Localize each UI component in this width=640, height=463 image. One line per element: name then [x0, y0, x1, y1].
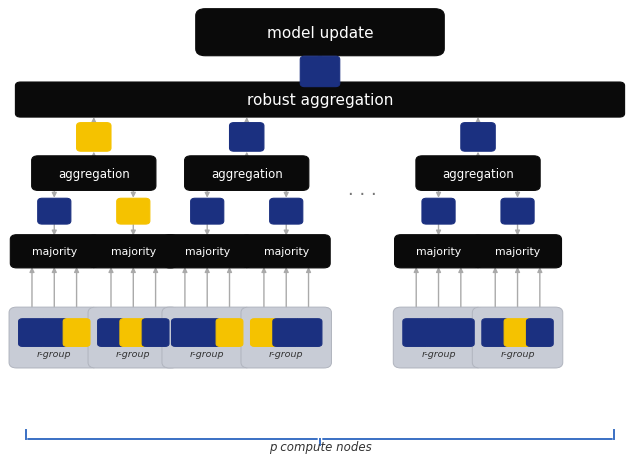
FancyBboxPatch shape	[90, 235, 177, 269]
Text: p compute nodes: p compute nodes	[269, 440, 371, 453]
Text: model update: model update	[267, 25, 373, 41]
FancyBboxPatch shape	[184, 156, 309, 191]
FancyBboxPatch shape	[394, 307, 484, 368]
FancyBboxPatch shape	[504, 319, 531, 347]
Text: majority: majority	[264, 247, 308, 257]
Text: r-group: r-group	[190, 349, 225, 358]
FancyBboxPatch shape	[191, 199, 224, 225]
FancyBboxPatch shape	[416, 156, 540, 191]
FancyBboxPatch shape	[88, 307, 179, 368]
Text: aggregation: aggregation	[211, 167, 283, 180]
FancyBboxPatch shape	[269, 199, 303, 225]
FancyBboxPatch shape	[422, 199, 455, 225]
FancyBboxPatch shape	[295, 319, 322, 347]
Text: r-group: r-group	[421, 349, 456, 358]
FancyBboxPatch shape	[461, 123, 495, 152]
FancyBboxPatch shape	[474, 235, 561, 269]
Text: r-group: r-group	[116, 349, 150, 358]
FancyBboxPatch shape	[63, 319, 90, 347]
FancyBboxPatch shape	[163, 235, 251, 269]
Text: majority: majority	[185, 247, 230, 257]
Text: r-group: r-group	[37, 349, 72, 358]
FancyBboxPatch shape	[230, 123, 264, 152]
FancyBboxPatch shape	[77, 123, 111, 152]
Text: majority: majority	[416, 247, 461, 257]
FancyBboxPatch shape	[172, 319, 198, 347]
FancyBboxPatch shape	[15, 83, 625, 118]
FancyBboxPatch shape	[250, 319, 277, 347]
FancyBboxPatch shape	[482, 319, 509, 347]
Text: aggregation: aggregation	[58, 167, 130, 180]
FancyBboxPatch shape	[273, 319, 300, 347]
FancyBboxPatch shape	[216, 319, 243, 347]
FancyBboxPatch shape	[425, 319, 452, 347]
FancyBboxPatch shape	[447, 319, 474, 347]
FancyBboxPatch shape	[10, 235, 99, 269]
FancyBboxPatch shape	[196, 10, 444, 56]
FancyBboxPatch shape	[527, 319, 553, 347]
FancyBboxPatch shape	[300, 57, 340, 88]
FancyBboxPatch shape	[394, 235, 483, 269]
FancyBboxPatch shape	[116, 199, 150, 225]
FancyBboxPatch shape	[41, 319, 68, 347]
FancyBboxPatch shape	[120, 319, 147, 347]
FancyBboxPatch shape	[162, 307, 252, 368]
Text: aggregation: aggregation	[442, 167, 514, 180]
FancyBboxPatch shape	[243, 235, 330, 269]
FancyBboxPatch shape	[241, 307, 332, 368]
Text: robust aggregation: robust aggregation	[247, 93, 393, 108]
FancyBboxPatch shape	[19, 319, 45, 347]
FancyBboxPatch shape	[31, 156, 156, 191]
Text: majority: majority	[32, 247, 77, 257]
Text: majority: majority	[495, 247, 540, 257]
FancyBboxPatch shape	[38, 199, 71, 225]
Text: · · ·: · · ·	[348, 186, 377, 204]
FancyBboxPatch shape	[194, 319, 221, 347]
FancyBboxPatch shape	[403, 319, 429, 347]
Text: r-group: r-group	[500, 349, 535, 358]
FancyBboxPatch shape	[501, 199, 534, 225]
FancyBboxPatch shape	[142, 319, 169, 347]
Text: majority: majority	[111, 247, 156, 257]
FancyBboxPatch shape	[472, 307, 563, 368]
FancyBboxPatch shape	[98, 319, 124, 347]
FancyBboxPatch shape	[9, 307, 100, 368]
Text: r-group: r-group	[269, 349, 303, 358]
